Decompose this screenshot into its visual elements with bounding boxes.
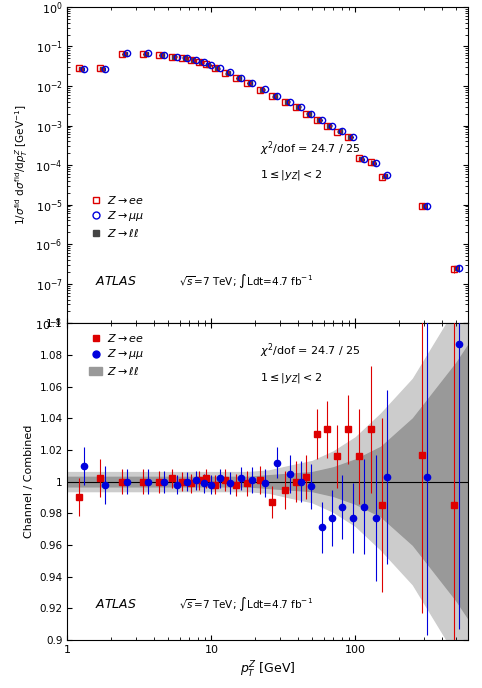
- Text: $1 \leq |y_Z| < 2$: $1 \leq |y_Z| < 2$: [259, 169, 321, 182]
- Text: $ATLAS$: $ATLAS$: [95, 598, 137, 611]
- Text: $\chi^2$/dof = 24.7 / 25: $\chi^2$/dof = 24.7 / 25: [259, 139, 360, 158]
- Text: $\chi^2$/dof = 24.7 / 25: $\chi^2$/dof = 24.7 / 25: [259, 342, 360, 361]
- Text: $1 \leq |y_Z| < 2$: $1 \leq |y_Z| < 2$: [259, 371, 321, 385]
- X-axis label: $p_T^Z$ [GeV]: $p_T^Z$ [GeV]: [240, 660, 295, 680]
- Legend: $Z \rightarrow ee$, $Z \rightarrow \mu\mu$, $Z \rightarrow \ell\ell$: $Z \rightarrow ee$, $Z \rightarrow \mu\m…: [89, 332, 144, 377]
- Text: $ATLAS$: $ATLAS$: [95, 275, 137, 288]
- Text: $\sqrt{s}$=7 TeV; $\int$Ldt=4.7 fb$^{-1}$: $\sqrt{s}$=7 TeV; $\int$Ldt=4.7 fb$^{-1}…: [179, 272, 314, 290]
- Legend: $Z \rightarrow ee$, $Z \rightarrow \mu\mu$, $Z \rightarrow \ell\ell$: $Z \rightarrow ee$, $Z \rightarrow \mu\m…: [89, 194, 144, 239]
- Y-axis label: Channel / Combined: Channel / Combined: [24, 425, 34, 538]
- Y-axis label: $1/\sigma^{\rm fid}$ d$\sigma^{\rm fid}$/d$p_T^Z$ [GeV$^{-1}$]: $1/\sigma^{\rm fid}$ d$\sigma^{\rm fid}$…: [13, 105, 30, 226]
- Text: $\sqrt{s}$=7 TeV; $\int$Ldt=4.7 fb$^{-1}$: $\sqrt{s}$=7 TeV; $\int$Ldt=4.7 fb$^{-1}…: [179, 595, 314, 613]
